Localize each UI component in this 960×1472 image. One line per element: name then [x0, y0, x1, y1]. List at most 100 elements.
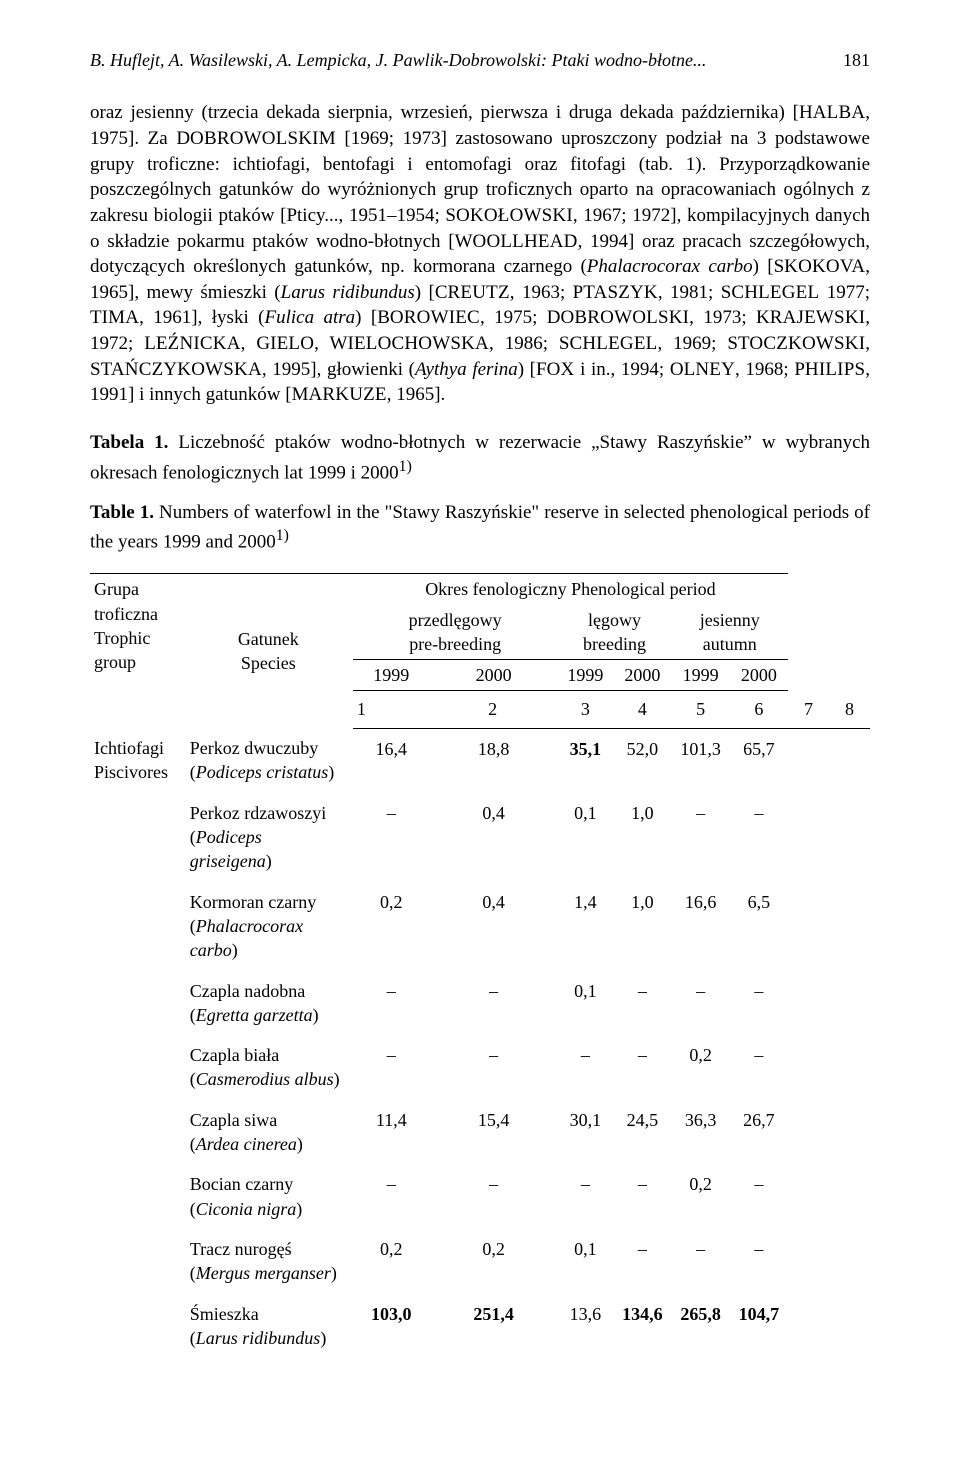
value-cell: 15,4 — [430, 1100, 558, 1165]
col-header-period: przedlęgowypre-breeding — [353, 605, 558, 660]
col-header-year: 2000 — [730, 660, 788, 691]
text-run: OROWIEC — [390, 307, 480, 328]
value-cell: – — [353, 971, 430, 1036]
value-bold: 251,4 — [473, 1304, 514, 1324]
value-cell: 251,4 — [430, 1294, 558, 1359]
table-row: Bocian czarny(Ciconia nigra)––––0,2– — [90, 1164, 870, 1229]
text-run: LNEY — [684, 359, 735, 380]
text-run: ) [F — [518, 359, 547, 380]
table-body: IchtiofagiPiscivoresPerkoz dwuczuby(Podi… — [90, 728, 870, 1358]
value-cell: – — [557, 1164, 613, 1229]
text-run: , 1969; S — [657, 333, 738, 354]
value-cell: – — [430, 1035, 558, 1100]
value-bold: 103,0 — [371, 1304, 412, 1324]
group-cell: IchtiofagiPiscivores — [90, 728, 186, 1358]
species-cell: Czapla biała(Casmerodius albus) — [186, 1035, 353, 1100]
value-cell: – — [730, 793, 788, 882]
col-header-group-en: Trophic group — [94, 628, 150, 672]
text-run: OOLLHEAD — [473, 231, 578, 252]
period-en: pre-breeding — [409, 634, 501, 654]
species-latin: Podiceps cristatus — [196, 762, 329, 782]
value-cell: 6,5 — [730, 882, 788, 971]
value-cell: – — [730, 971, 788, 1036]
col-header-year: 2000 — [430, 660, 558, 691]
col-header-group: Grupa troficzna Trophic group — [90, 574, 186, 728]
text-run: TAŃCZYKOWSKA — [101, 359, 262, 380]
caption-en-sup: 1) — [276, 527, 289, 544]
value-cell: 0,2 — [353, 882, 430, 971]
species-cell: Śmieszka(Larus ridibundus) — [186, 1294, 353, 1359]
header-row-top: Grupa troficzna Trophic group Gatunek Sp… — [90, 574, 870, 605]
value-cell: – — [613, 1229, 671, 1294]
text-run: IELOCHOWSKA — [347, 333, 489, 354]
species-pl: Czapla siwa — [190, 1110, 277, 1130]
value-cell: 30,1 — [557, 1100, 613, 1165]
col-number: 1 — [353, 691, 430, 728]
value-cell: – — [730, 1035, 788, 1100]
table-row: Czapla siwa(Ardea cinerea)11,415,430,124… — [90, 1100, 870, 1165]
text-run: KOKOVA — [784, 256, 865, 277]
species-latin: Casmerodius albus — [196, 1069, 334, 1089]
col-number: 3 — [557, 691, 613, 728]
text-run: Phalacrocorax carbo — [587, 256, 753, 277]
col-header-species-pl: Gatunek — [238, 629, 299, 649]
species-pl: Perkoz dwuczuby — [190, 738, 318, 758]
text-run: OX — [547, 359, 575, 380]
species-pl: Śmieszka — [190, 1304, 259, 1324]
value-cell: 0,2 — [430, 1229, 558, 1294]
value-cell: – — [557, 1035, 613, 1100]
value-cell: 0,4 — [430, 882, 558, 971]
caption-en-lead: Table 1. — [90, 502, 154, 523]
group-en: Piscivores — [94, 762, 168, 782]
text-run: Aythya ferina — [415, 359, 518, 380]
text-run: OBROWOLSKI — [561, 307, 690, 328]
table-head: Grupa troficzna Trophic group Gatunek Sp… — [90, 574, 870, 728]
table-row: Kormoran czarny(Phalacrocorax carbo)0,20… — [90, 882, 870, 971]
text-run: , 1986; S — [489, 333, 570, 354]
text-run: , G — [241, 333, 270, 354]
value-cell: 104,7 — [730, 1294, 788, 1359]
value-cell: – — [353, 793, 430, 882]
text-run: , 1968; P — [735, 359, 805, 380]
text-run: ) [B — [355, 307, 390, 328]
table-row: Śmieszka(Larus ridibundus) 103,0 251,4 13,6… — [90, 1294, 870, 1359]
data-table: Grupa troficzna Trophic group Gatunek Sp… — [90, 573, 870, 1358]
period-en: autumn — [703, 634, 757, 654]
value-cell: 0,1 — [557, 793, 613, 882]
text-run: , 1973; K — [689, 307, 770, 328]
col-header-phenological: Okres fenologiczny Phenological period — [353, 574, 788, 605]
value-bold: 35,1 — [570, 739, 602, 759]
value-cell: 0,4 — [430, 793, 558, 882]
species-latin: Ardea cinerea — [196, 1134, 297, 1154]
value-cell: 18,8 — [430, 728, 558, 793]
value-cell: – — [430, 971, 558, 1036]
text-run: , 1961], łyski ( — [139, 307, 264, 328]
value-cell: 13,6 — [557, 1294, 613, 1359]
value-cell: 1,0 — [613, 882, 671, 971]
table-row: Czapla biała(Casmerodius albus)––––0,2– — [90, 1035, 870, 1100]
col-number: 7 — [788, 691, 829, 728]
species-cell: Czapla nadobna(Egretta garzetta) — [186, 971, 353, 1036]
period-pl: lęgowy — [588, 610, 641, 630]
caption-pl-sup: 1) — [399, 458, 412, 475]
text-run: ) [S — [753, 256, 785, 277]
species-cell: Czapla siwa(Ardea cinerea) — [186, 1100, 353, 1165]
value-cell: 35,1 — [557, 728, 613, 793]
value-cell: 0,2 — [671, 1164, 729, 1229]
text-run: Larus ridibundus — [281, 282, 415, 303]
table-caption-en: Table 1. Numbers of waterfowl in the "St… — [90, 500, 870, 556]
caption-pl-lead: Tabela 1. — [90, 432, 168, 453]
text-run: CHLEGEL — [570, 333, 658, 354]
col-header-period: lęgowybreeding — [557, 605, 671, 660]
page-number: 181 — [843, 48, 870, 72]
value-cell: 0,2 — [353, 1229, 430, 1294]
text-run: i in., 1994; O — [574, 359, 683, 380]
value-cell: – — [353, 1035, 430, 1100]
text-run: TOCZKOWSKI — [738, 333, 865, 354]
species-pl: Czapla biała — [190, 1045, 279, 1065]
species-latin: Podiceps griseigena — [190, 827, 266, 871]
text-run: OKOŁOWSKI — [456, 205, 573, 226]
species-latin: Ciconia nigra — [196, 1199, 297, 1219]
value-cell: 101,3 — [671, 728, 729, 793]
table-row: Czapla nadobna(Egretta garzetta)––0,1––– — [90, 971, 870, 1036]
